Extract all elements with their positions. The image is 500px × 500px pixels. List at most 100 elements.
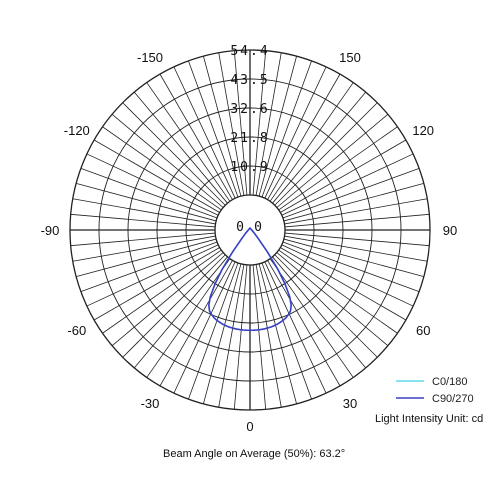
grid-spoke [203, 263, 242, 404]
grid-ring [127, 107, 373, 353]
grid-spoke [159, 260, 233, 387]
polar-grid [69, 49, 431, 411]
grid-spoke [264, 66, 327, 199]
center-label-right: 0 [254, 220, 264, 235]
grid-spoke [269, 258, 354, 378]
ring-value-label: 32.6 [230, 102, 269, 117]
grid-spoke [267, 260, 341, 387]
center-label-left: 0 [236, 220, 246, 235]
grid-spoke [188, 60, 239, 198]
grid-spoke [173, 66, 236, 199]
grid-spoke [272, 256, 367, 369]
grid-spoke [188, 262, 239, 400]
angle-label: 30 [343, 396, 357, 411]
grid-ring [214, 194, 286, 266]
grid-spoke [280, 247, 407, 321]
intensity-unit-label: Light Intensity Unit: cd [375, 413, 483, 425]
grid-ring [98, 78, 402, 382]
grid-spoke [281, 244, 414, 307]
grid-spoke [146, 258, 231, 378]
grid-spoke [274, 102, 378, 206]
grid-spoke [284, 235, 428, 262]
angle-label: 60 [416, 323, 430, 338]
angle-label: 0 [246, 419, 253, 434]
grid-spoke [261, 262, 312, 400]
legend: C0/180 C90/270 [396, 376, 474, 405]
grid-spoke [76, 183, 217, 222]
grid-spoke [278, 126, 398, 211]
grid-ring [185, 165, 315, 295]
grid-spoke [93, 139, 220, 213]
grid-spoke [93, 247, 220, 321]
grid-spoke [282, 241, 420, 292]
grid-spoke [102, 249, 222, 334]
ring-value-label: 43.5 [230, 73, 269, 88]
grid-spoke [255, 264, 282, 408]
grid-spoke [233, 264, 248, 410]
ring-value-label: 54.4 [230, 44, 269, 59]
grid-spoke [264, 261, 327, 394]
grid-ring [69, 49, 431, 411]
grid-spoke [278, 249, 398, 334]
grid-spoke [133, 256, 228, 369]
angle-label: 150 [339, 50, 361, 65]
angle-label: 120 [412, 123, 434, 138]
angle-labels: 0 30 60 90 120 150 -30 -60 -90 -120 -150 [41, 50, 458, 434]
grid-spoke [76, 238, 217, 277]
grid-spoke [86, 244, 219, 307]
grid-spoke [133, 91, 228, 204]
grid-spoke [281, 153, 414, 216]
grid-spoke [218, 264, 245, 408]
grid-spoke [284, 198, 428, 225]
grid-spoke [280, 139, 407, 213]
grid-spoke [111, 252, 224, 347]
grid-spoke [72, 235, 216, 262]
grid-ring [156, 136, 344, 324]
grid-spoke [284, 232, 430, 247]
grid-spoke [283, 183, 424, 222]
ring-value-label: 10.9 [230, 160, 269, 175]
ring-labels: 10.9 21.8 32.6 43.5 54.4 0 0 [230, 44, 269, 235]
grid-spoke [102, 126, 222, 211]
ring-value-label: 21.8 [230, 131, 269, 146]
grid-spoke [218, 52, 245, 196]
angle-label: -60 [67, 323, 86, 338]
grid-spoke [203, 56, 242, 197]
grid-spoke [272, 91, 367, 204]
grid-spoke [274, 254, 378, 358]
intensity-curves [208, 227, 292, 332]
grid-spoke [70, 232, 216, 247]
grid-spoke [267, 73, 341, 200]
series-c90-270-curve [208, 227, 292, 332]
grid-spoke [122, 254, 226, 358]
grid-spoke [122, 102, 226, 206]
grid-spoke [173, 261, 236, 394]
grid-spoke [252, 50, 267, 196]
grid-spoke [86, 153, 219, 216]
grid-spoke [284, 213, 430, 228]
grid-spoke [252, 264, 267, 410]
grid-spoke [233, 50, 248, 196]
grid-spoke [258, 56, 297, 197]
legend-label-c0-180: C0/180 [432, 376, 467, 388]
grid-spoke [255, 52, 282, 196]
grid-spoke [111, 113, 224, 208]
grid-spoke [146, 82, 231, 202]
grid-spoke [276, 252, 389, 347]
grid-spoke [72, 198, 216, 225]
grid-spoke [276, 113, 389, 208]
grid-spoke [70, 213, 216, 228]
angle-label: -90 [41, 223, 60, 238]
angle-label: -120 [64, 123, 90, 138]
angle-label: -150 [137, 50, 163, 65]
grid-spoke [80, 168, 218, 219]
legend-label-c90-270: C90/270 [432, 393, 474, 405]
grid-spoke [258, 263, 297, 404]
grid-spoke [261, 60, 312, 198]
grid-spoke [80, 241, 218, 292]
beam-angle-caption: Beam Angle on Average (50%): 63.2° [163, 448, 345, 460]
grid-spoke [269, 82, 354, 202]
angle-label: 90 [443, 223, 457, 238]
grid-spoke [282, 168, 420, 219]
